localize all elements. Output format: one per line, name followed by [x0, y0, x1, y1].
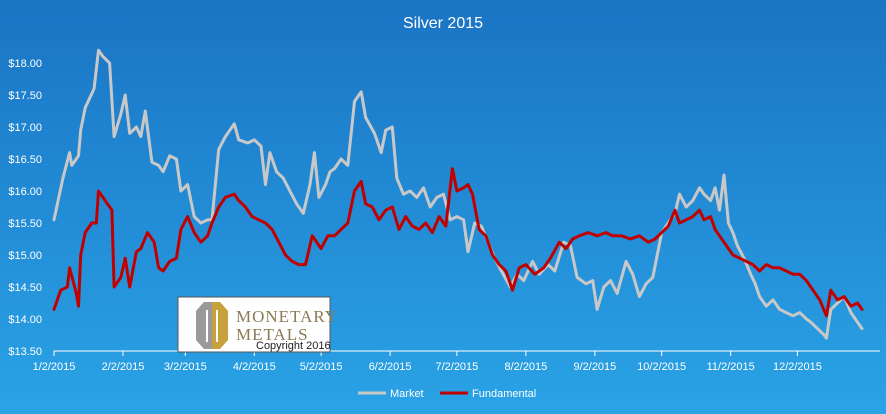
legend-label-fundamental: Fundamental: [472, 388, 536, 400]
x-tick-label: 10/2/2015: [637, 361, 686, 373]
y-tick-label: $17.50: [8, 90, 42, 102]
y-tick-label: $15.00: [8, 250, 42, 262]
logo-copyright: Copyright 2016: [256, 340, 331, 352]
x-tick-label: 2/2/2015: [102, 361, 145, 373]
y-tick-label: $15.50: [8, 218, 42, 230]
y-tick-label: $13.50: [8, 346, 42, 358]
x-tick-label: 11/2/2015: [707, 361, 755, 373]
y-tick-label: $16.00: [8, 186, 42, 198]
logo-name-line2: METALS: [236, 325, 309, 344]
x-tick-label: 12/2/2015: [773, 361, 822, 373]
x-tick-label: 3/2/2015: [164, 361, 207, 373]
y-tick-label: $17.00: [8, 122, 42, 134]
legend-label-market: Market: [390, 388, 424, 400]
series-line-fundamental: [52, 167, 864, 318]
monetary-metals-logo: MONETARY METALS Copyright 2016: [177, 296, 338, 353]
x-tick-label: 7/2/2015: [435, 361, 478, 373]
logo-emblem-icon: [196, 302, 228, 349]
logo-name-line1: MONETARY: [236, 307, 338, 326]
y-tick-label: $14.50: [8, 282, 42, 294]
y-tick-label: $14.00: [8, 314, 42, 326]
y-tick-label: $16.50: [8, 154, 42, 166]
y-tick-label: $18.00: [8, 58, 42, 70]
series-layer: [52, 48, 864, 340]
legend: Market Fundamental: [358, 388, 536, 400]
chart-title: Silver 2015: [403, 15, 483, 32]
x-tick-label: 8/2/2015: [504, 361, 547, 373]
x-axis-ticks: 1/2/2015 2/2/2015 3/2/2015 4/2/2015 5/2/2015…: [33, 351, 822, 373]
x-tick-label: 1/2/2015: [33, 361, 76, 373]
x-tick-label: 4/2/2015: [233, 361, 276, 373]
x-tick-label: 6/2/2015: [369, 361, 412, 373]
y-axis-ticks: $13.50 $14.00 $14.50 $15.00 $15.50 $16.00 $16.…: [8, 58, 42, 358]
x-tick-label: 9/2/2015: [573, 361, 616, 373]
x-tick-label: 5/2/2015: [300, 361, 343, 373]
